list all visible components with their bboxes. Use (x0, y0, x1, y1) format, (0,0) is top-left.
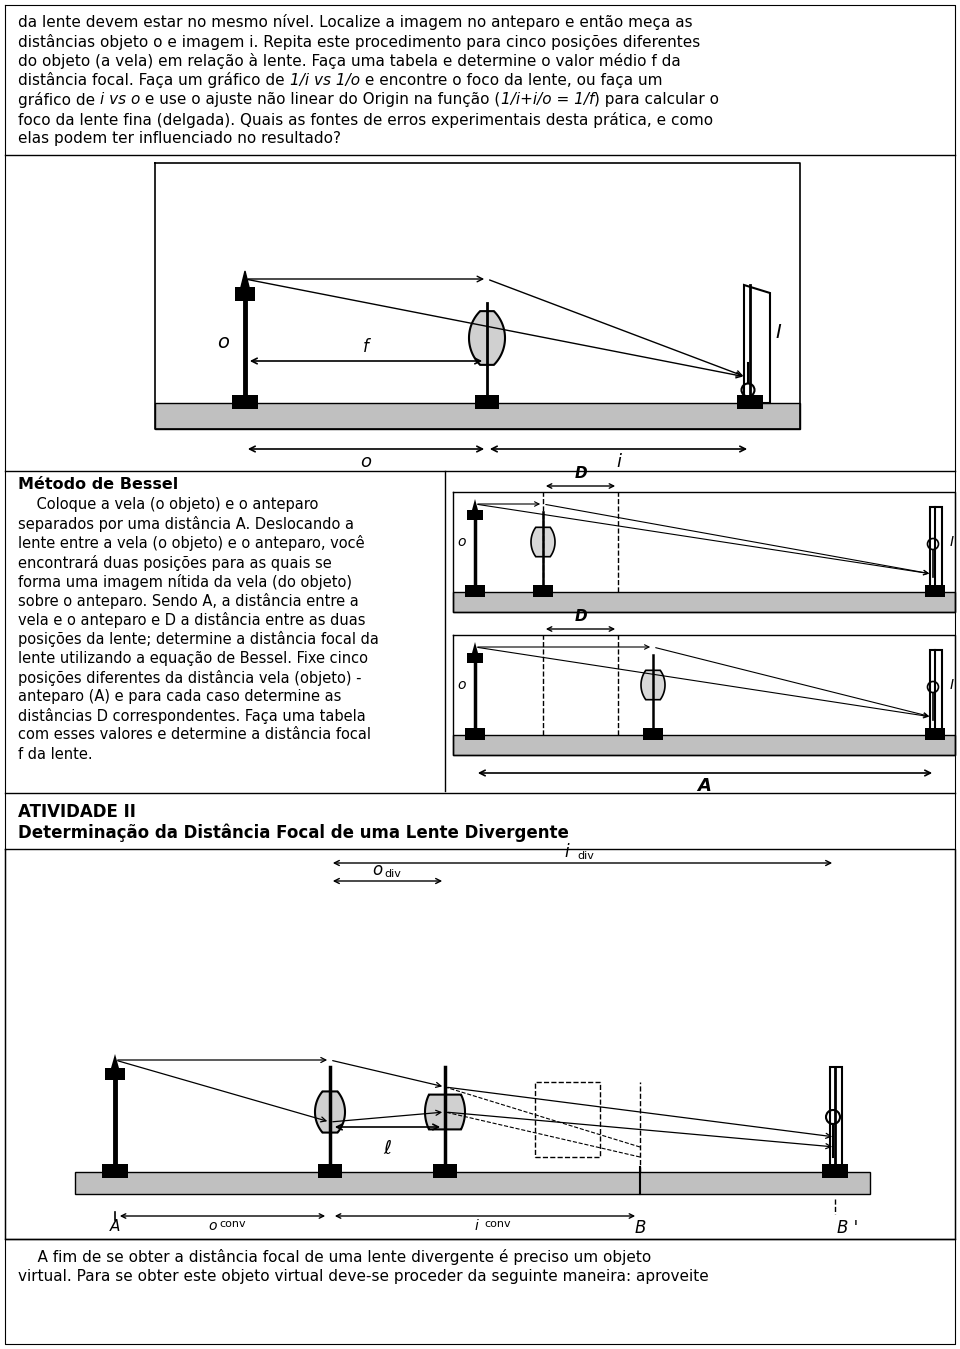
Bar (822, 1164, 848, 1178)
Text: I: I (950, 536, 954, 549)
Text: e encontre o foco da lente, ou faça um: e encontre o foco da lente, ou faça um (360, 73, 662, 88)
Bar (467, 510, 483, 519)
Text: D: D (574, 465, 587, 482)
Text: I: I (775, 324, 780, 343)
Text: o: o (217, 333, 228, 352)
Bar (453, 735, 955, 755)
Bar (433, 1164, 457, 1178)
Text: 1/i+i/o = 1/f: 1/i+i/o = 1/f (500, 92, 594, 107)
Text: elas podem ter influenciado no resultado?: elas podem ter influenciado no resultado… (18, 131, 341, 146)
Text: da lente devem estar no mesmo nível. Localize a imagem no anteparo e então meça : da lente devem estar no mesmo nível. Loc… (18, 13, 692, 30)
Text: B: B (635, 1219, 646, 1237)
Bar (737, 395, 763, 409)
Text: distâncias D correspondentes. Faça uma tabela: distâncias D correspondentes. Faça uma t… (18, 708, 366, 724)
Text: Determinação da Distância Focal de uma Lente Divergente: Determinação da Distância Focal de uma L… (18, 824, 569, 843)
Bar (535, 1082, 600, 1157)
Text: posições diferentes da distância vela (objeto) -: posições diferentes da distância vela (o… (18, 670, 362, 685)
Text: e use o ajuste não linear do Origin na função (: e use o ajuste não linear do Origin na f… (140, 92, 500, 107)
Polygon shape (315, 1091, 345, 1133)
Text: i: i (616, 453, 621, 471)
Text: Coloque a vela (o objeto) e o anteparo: Coloque a vela (o objeto) e o anteparo (18, 496, 319, 513)
Text: encontrará duas posições para as quais se: encontrará duas posições para as quais s… (18, 554, 332, 571)
Text: ) para calcular o: ) para calcular o (594, 92, 719, 107)
Polygon shape (472, 499, 478, 510)
Text: forma uma imagem nítida da vela (do objeto): forma uma imagem nítida da vela (do obje… (18, 573, 352, 590)
Text: div: div (385, 869, 401, 880)
Polygon shape (469, 312, 505, 364)
Text: f da lente.: f da lente. (18, 746, 92, 762)
Text: lente entre a vela (o objeto) e o anteparo, você: lente entre a vela (o objeto) e o antepa… (18, 536, 365, 552)
Bar (465, 728, 485, 741)
Bar (465, 585, 485, 598)
Polygon shape (744, 285, 770, 403)
Text: A fim de se obter a distância focal de uma lente divergente é preciso um objeto: A fim de se obter a distância focal de u… (18, 1249, 651, 1265)
Text: lente utilizando a equação de Bessel. Fixe cinco: lente utilizando a equação de Bessel. Fi… (18, 650, 368, 665)
Bar (232, 395, 258, 409)
Polygon shape (111, 1054, 119, 1068)
Text: A: A (109, 1219, 120, 1234)
Bar (155, 403, 800, 429)
Text: o: o (361, 453, 372, 471)
Text: do objeto (a vela) em relação à lente. Faça uma tabela e determine o valor médio: do objeto (a vela) em relação à lente. F… (18, 53, 681, 69)
Text: distância focal. Faça um gráfico de: distância focal. Faça um gráfico de (18, 73, 290, 89)
Text: o: o (208, 1219, 217, 1233)
Text: posições da lente; determine a distância focal da: posições da lente; determine a distância… (18, 631, 379, 648)
Text: D: D (574, 608, 587, 625)
Text: o: o (457, 536, 466, 549)
Polygon shape (241, 271, 249, 287)
Polygon shape (425, 1094, 465, 1129)
Text: sobre o anteparo. Sendo A, a distância entre a: sobre o anteparo. Sendo A, a distância e… (18, 594, 359, 608)
Bar (925, 585, 945, 598)
Bar (475, 395, 499, 409)
Text: f: f (363, 339, 369, 356)
Text: 1/i vs 1/o: 1/i vs 1/o (290, 73, 360, 88)
Text: I: I (950, 679, 954, 692)
Text: div: div (578, 851, 594, 861)
Bar (533, 585, 553, 598)
Bar (318, 1164, 342, 1178)
Bar (467, 653, 483, 662)
Polygon shape (641, 670, 665, 700)
Text: o: o (372, 861, 383, 880)
Bar (102, 1164, 128, 1178)
Text: com esses valores e determine a distância focal: com esses valores e determine a distânci… (18, 727, 371, 742)
Bar (105, 1068, 125, 1081)
Bar (830, 1067, 842, 1172)
Text: Método de Bessel: Método de Bessel (18, 478, 179, 492)
Bar (75, 1172, 870, 1194)
Bar (930, 507, 942, 592)
Bar (925, 728, 945, 741)
Bar (235, 287, 255, 301)
Text: separados por uma distância A. Deslocando a: separados por uma distância A. Deslocand… (18, 517, 354, 533)
Text: ATIVIDADE II: ATIVIDADE II (18, 803, 136, 822)
Text: ℓ: ℓ (383, 1139, 392, 1157)
Text: B ': B ' (837, 1219, 858, 1237)
Text: i vs o: i vs o (100, 92, 140, 107)
Text: conv: conv (484, 1219, 511, 1229)
Polygon shape (531, 527, 555, 557)
Text: i: i (564, 843, 569, 861)
Text: virtual. Para se obter este objeto virtual deve-se proceder da seguinte maneira:: virtual. Para se obter este objeto virtu… (18, 1268, 708, 1283)
Polygon shape (472, 642, 478, 653)
Text: vela e o anteparo e D a distância entre as duas: vela e o anteparo e D a distância entre … (18, 612, 366, 629)
Text: distâncias objeto o e imagem i. Repita este procedimento para cinco posições dif: distâncias objeto o e imagem i. Repita e… (18, 34, 700, 50)
Text: foco da lente fina (delgada). Quais as fontes de erros experimentais desta práti: foco da lente fina (delgada). Quais as f… (18, 112, 713, 128)
Text: gráfico de: gráfico de (18, 92, 100, 108)
Text: A: A (697, 777, 711, 795)
Bar (930, 650, 942, 735)
Text: conv: conv (220, 1219, 246, 1229)
Bar (453, 592, 955, 612)
Text: i: i (475, 1219, 479, 1233)
Text: o: o (457, 679, 466, 692)
Bar (643, 728, 663, 741)
Text: anteparo (A) e para cada caso determine as: anteparo (A) e para cada caso determine … (18, 689, 342, 704)
